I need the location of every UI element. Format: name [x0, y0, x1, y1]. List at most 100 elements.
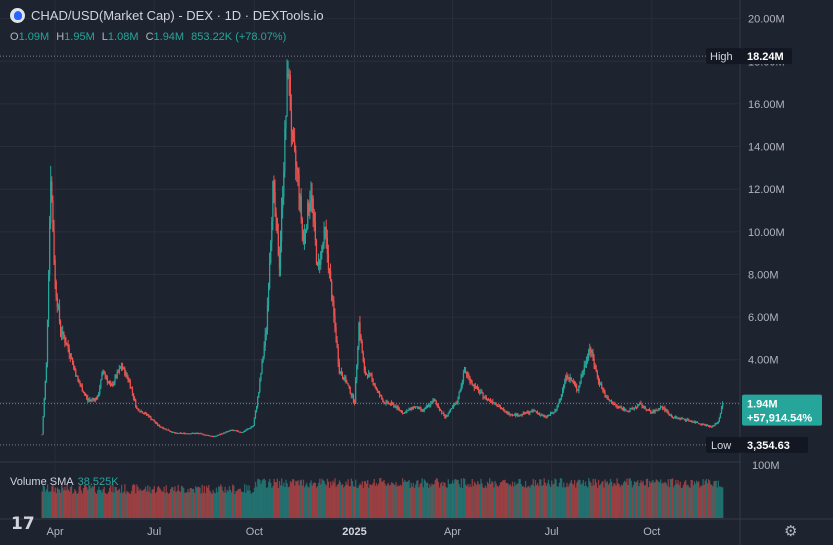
candle-body: [135, 399, 137, 407]
candle-body: [704, 424, 706, 426]
volume-bar: [496, 485, 498, 518]
candle-body: [189, 433, 191, 435]
volume-bar: [609, 478, 612, 518]
candle-body: [149, 416, 151, 418]
volume-bar: [211, 493, 213, 518]
candle-body: [654, 409, 656, 413]
candle-body: [334, 315, 336, 328]
volume-bar: [354, 486, 356, 518]
candle-body: [535, 411, 538, 413]
volume-bar: [377, 483, 380, 518]
candle-body: [211, 435, 213, 437]
candle-body: [521, 414, 523, 416]
candle-body: [369, 373, 371, 375]
candle-body: [530, 411, 532, 413]
candle-body: [125, 372, 127, 376]
candle-body: [140, 411, 142, 413]
candle-body: [622, 408, 625, 411]
volume-bar: [291, 479, 294, 518]
volume-bar: [115, 486, 117, 518]
volume-bar: [391, 482, 393, 518]
volume-bar: [295, 480, 297, 518]
volume-bar: [682, 484, 685, 518]
volume-bar: [560, 478, 563, 518]
candle-body: [467, 375, 469, 377]
volume-bar: [274, 482, 276, 518]
volume-bar: [328, 487, 331, 518]
tradingview-logo-icon[interactable]: 17: [11, 514, 35, 534]
volume-bar: [195, 486, 197, 518]
candle-body: [230, 429, 233, 431]
volume-bar: [351, 481, 354, 518]
candle-body: [658, 408, 661, 410]
candle-body: [300, 196, 302, 219]
volume-bar: [216, 492, 219, 518]
volume-bar: [162, 491, 164, 518]
candle-body: [152, 419, 154, 421]
candle-body: [236, 430, 238, 432]
candle-body: [576, 385, 578, 390]
volume-bar: [457, 479, 459, 518]
volume-bar: [416, 480, 418, 518]
candle-body: [455, 402, 457, 405]
volume-bar: [83, 484, 86, 518]
candle-body: [138, 409, 140, 412]
volume-bar: [495, 483, 497, 518]
candle-body: [53, 231, 55, 260]
candle-body: [263, 346, 265, 357]
volume-bar: [293, 479, 295, 518]
candle-body: [620, 407, 622, 409]
volume-bar: [507, 483, 509, 518]
volume-bar: [429, 484, 431, 518]
volume-bar: [178, 490, 180, 518]
volume-bar: [490, 483, 492, 518]
candle-body: [258, 392, 260, 398]
volume-bar: [713, 481, 715, 518]
volume-bar: [606, 481, 608, 518]
volume-bar: [77, 492, 79, 518]
volume-bar: [82, 487, 85, 518]
candle-body: [582, 371, 584, 375]
chart-header: CHAD/USD(Market Cap) - DEX · 1D · DEXToo…: [10, 8, 324, 23]
volume-bar: [571, 483, 574, 518]
volume-bar: [56, 487, 59, 518]
candle-body: [82, 391, 85, 394]
candle-body: [165, 428, 167, 430]
volume-bar: [223, 492, 225, 518]
candle-body: [474, 386, 477, 389]
candle-body: [359, 322, 361, 337]
volume-bar: [559, 478, 562, 518]
volume-bar: [520, 484, 522, 518]
candle-body: [344, 376, 346, 381]
volume-bar: [620, 484, 623, 518]
volume-bar: [698, 481, 700, 518]
volume-bar: [418, 487, 420, 518]
candle-body: [604, 392, 606, 397]
volume-bar: [99, 490, 101, 518]
candle-body: [123, 368, 125, 370]
volume-bar: [363, 481, 366, 518]
volume-bar: [679, 481, 681, 518]
volume-bar: [89, 485, 91, 518]
candle-body: [561, 390, 564, 395]
volume-bar: [460, 478, 463, 518]
candle-body: [116, 372, 118, 379]
volume-bar: [710, 484, 712, 518]
candle-body: [95, 397, 98, 400]
volume-bar: [573, 480, 576, 518]
volume-bar: [283, 482, 285, 518]
candle-body: [558, 400, 560, 404]
volume-bar: [469, 484, 471, 518]
volume-bar: [631, 487, 633, 518]
volume-bar: [90, 488, 92, 518]
gear-icon[interactable]: ⚙: [784, 523, 798, 540]
volume-bar: [152, 489, 154, 518]
volume-bar: [561, 487, 564, 518]
candle-body: [544, 416, 546, 418]
volume-sma-value: 38.525K: [77, 476, 119, 488]
volume-bar: [471, 479, 473, 518]
candle-body: [233, 430, 235, 432]
candle-body: [397, 406, 399, 409]
volume-bar: [384, 483, 386, 518]
